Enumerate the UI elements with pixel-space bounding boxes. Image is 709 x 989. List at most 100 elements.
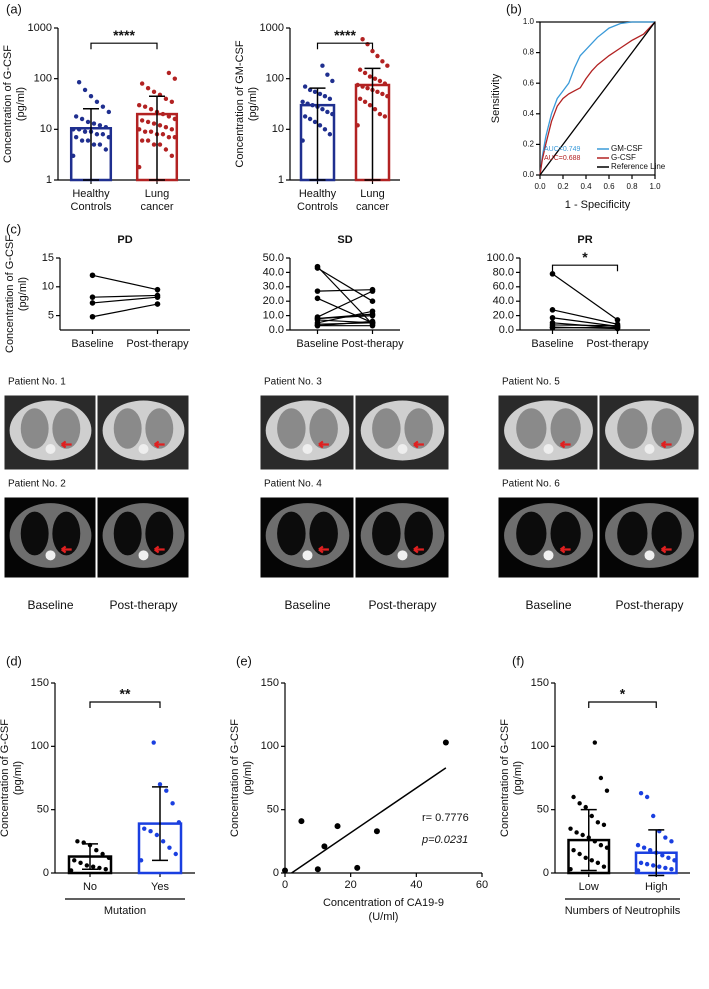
data-point — [91, 121, 97, 126]
fit-line — [291, 767, 447, 874]
ct-arrow — [559, 545, 571, 554]
data-point — [644, 794, 650, 800]
data-point — [151, 142, 157, 147]
patient-line — [552, 326, 618, 329]
panel-label: (d) — [6, 653, 22, 668]
data-point — [169, 153, 175, 159]
marker — [369, 288, 376, 294]
marker — [314, 265, 321, 271]
y-tick-label: 0.0 — [499, 324, 514, 336]
error-bar — [83, 107, 99, 181]
data-point — [85, 119, 91, 125]
marker — [549, 325, 556, 331]
marker — [614, 324, 621, 330]
chart-title: PD — [117, 234, 132, 246]
y-tick-label: 10 — [42, 281, 54, 293]
error-bar — [82, 843, 98, 870]
x-tick-label: 1.0 — [649, 182, 661, 191]
data-point — [385, 63, 390, 68]
data-point — [148, 829, 153, 834]
ct-spine — [543, 550, 554, 561]
data-point — [82, 87, 88, 93]
y-tick-label: 100 — [266, 73, 284, 85]
data-point — [377, 78, 383, 84]
y-tick-label: 20.0 — [263, 295, 284, 307]
data-point — [100, 132, 106, 137]
column-label: Baseline — [284, 598, 330, 612]
y-axis-label: Concentration of G-CSF — [2, 45, 14, 163]
data-point — [330, 78, 335, 84]
data-point — [90, 864, 96, 869]
marker — [154, 301, 161, 307]
marker — [614, 317, 621, 323]
ct-lung — [651, 511, 682, 556]
ct-spine — [397, 444, 408, 454]
data-point — [592, 740, 598, 745]
data-point — [641, 845, 647, 850]
data-point — [94, 132, 100, 137]
data-point — [72, 858, 77, 863]
x-tick-label: No — [83, 881, 97, 893]
legend-label: GM-CSF — [611, 144, 643, 153]
data-point — [172, 76, 178, 81]
panel-label: (e) — [236, 653, 252, 668]
data-point — [583, 804, 588, 810]
data-point — [568, 826, 573, 831]
data-point — [160, 132, 166, 137]
marker — [89, 313, 96, 320]
marker — [154, 286, 161, 293]
ct-lung — [52, 408, 81, 449]
data-point — [151, 121, 157, 126]
x-tick-label: 0.0 — [534, 182, 546, 191]
x-tick-label: Lung cancer — [356, 188, 389, 213]
ct-arrow — [61, 440, 72, 449]
y-tick-label: 1 — [46, 174, 52, 186]
data-point — [320, 106, 325, 112]
panel-label: (f) — [512, 653, 524, 668]
ct-lung — [52, 511, 81, 556]
y-tick-label: 0.2 — [523, 140, 535, 149]
data-point — [79, 116, 85, 122]
ct-lung — [651, 408, 682, 449]
data-point — [362, 99, 368, 104]
data-point — [166, 70, 172, 76]
y-tick-label: 0.0 — [269, 324, 284, 336]
data-point — [595, 820, 601, 825]
data-point — [142, 104, 148, 109]
y-tick-label: 100 — [261, 740, 279, 752]
data-point — [151, 740, 156, 745]
data-point — [377, 111, 383, 117]
x-tick-label: Yes — [151, 881, 169, 893]
patient-label: Patient No. 2 — [8, 479, 66, 490]
ct-lung — [516, 408, 547, 449]
data-point — [380, 91, 385, 97]
y-tick-label: 30.0 — [263, 281, 284, 293]
data-point — [638, 860, 644, 866]
data-point — [320, 63, 325, 68]
y-axis-label: Sensitivity — [490, 73, 502, 123]
data-point — [325, 72, 330, 77]
data-point — [157, 123, 163, 128]
data-point — [88, 94, 94, 99]
data-point — [325, 109, 330, 115]
data-point — [142, 826, 147, 831]
data-point — [574, 830, 579, 835]
data-point — [148, 106, 154, 112]
data-point — [580, 832, 585, 838]
data-point — [370, 48, 375, 54]
patient-line — [317, 290, 373, 318]
data-point — [360, 37, 365, 42]
data-point — [82, 129, 88, 134]
x-tick-label: Baseline — [71, 338, 113, 350]
y-tick-label: 50 — [537, 804, 549, 816]
ct-lung — [372, 511, 401, 556]
y-tick-label: 50.0 — [263, 252, 284, 264]
data-point — [145, 119, 151, 125]
y-axis-label: Concentration of G-CSF — [0, 719, 11, 837]
data-point — [382, 81, 388, 86]
data-point — [362, 70, 368, 76]
data-point — [138, 858, 144, 863]
y-axis-label: (pg/ml) — [242, 761, 254, 795]
data-point — [666, 855, 671, 860]
